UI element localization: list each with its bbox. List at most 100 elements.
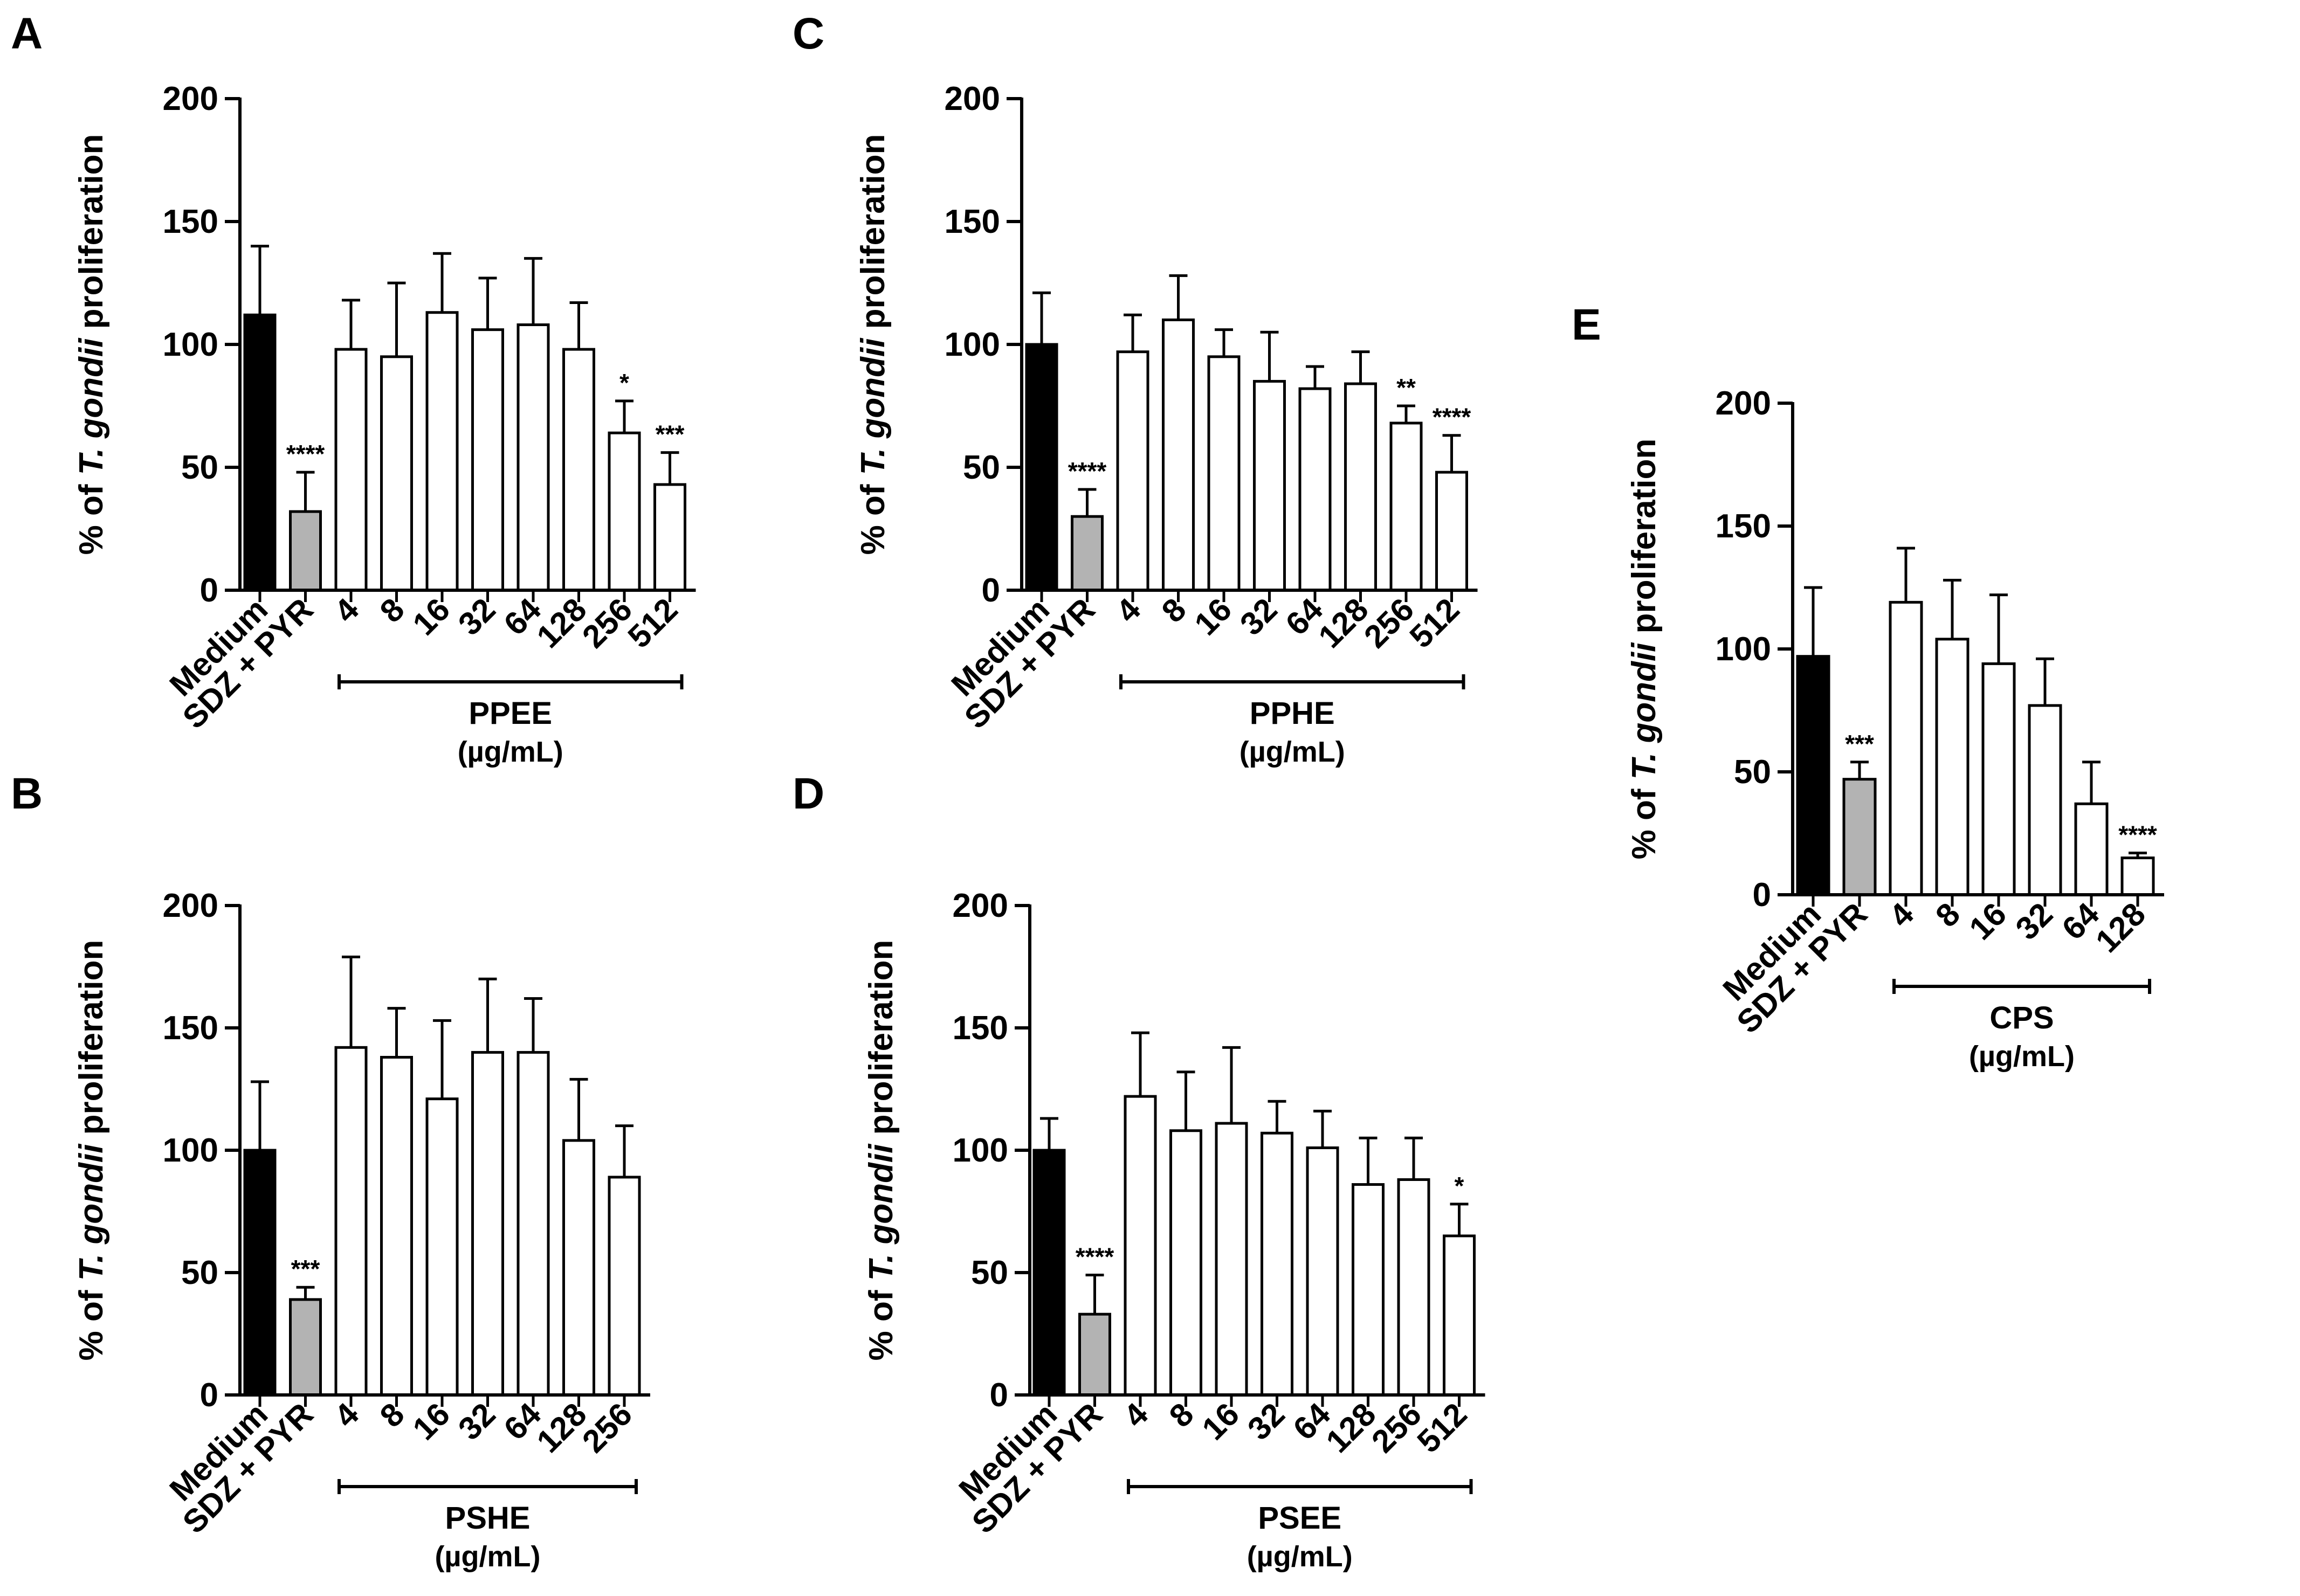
group-label: PSEE <box>1258 1501 1341 1536</box>
y-tick-label: 200 <box>163 80 218 118</box>
bar <box>1796 655 1830 896</box>
panel-letter: A <box>11 9 43 58</box>
significance-label: * <box>619 369 629 397</box>
x-category-label: 32 <box>1241 1396 1292 1447</box>
x-category-label: 8 <box>373 1396 411 1434</box>
y-tick-label: 50 <box>963 449 1000 486</box>
x-category-label: 16 <box>406 1396 457 1447</box>
panel-e: E 0 50 100 150 200 % of T. gondii proliferatio… <box>1572 300 2164 1073</box>
x-category-label: 16 <box>1962 896 2014 947</box>
bar <box>2074 802 2109 896</box>
bar <box>1253 379 1286 592</box>
y-axis-title: % of T. gondii proliferation <box>863 940 900 1361</box>
panel-c: C 0 50 100 150 200 % of T. gondii proliferatio… <box>793 9 1478 768</box>
bar <box>1443 1234 1476 1397</box>
bar <box>1124 1095 1157 1397</box>
y-tick-label: 0 <box>200 572 218 609</box>
y-tick-label: 50 <box>971 1254 1008 1291</box>
panel-d: D 0 50 100 150 200 % of T. gondii proliferatio… <box>793 769 1485 1573</box>
panel-a: A 0 50 100 150 200 % of T. gondii proliferatio… <box>11 9 696 768</box>
x-category-label: 8 <box>1929 896 1967 934</box>
y-tick-label: 100 <box>163 1132 218 1169</box>
bar <box>1889 600 1923 896</box>
bar <box>334 348 368 592</box>
y-tick-label: 200 <box>1716 385 1771 422</box>
unit-label: (µg/mL) <box>435 1540 540 1573</box>
bar <box>1306 1146 1339 1397</box>
group-label: PSHE <box>445 1501 531 1536</box>
y-tick-label: 150 <box>163 203 218 240</box>
significance-label: **** <box>1068 457 1107 485</box>
bar <box>517 323 550 592</box>
bar <box>2028 704 2062 896</box>
x-category-label: 4 <box>327 591 366 629</box>
bar <box>517 1051 550 1397</box>
bar <box>1435 471 1468 592</box>
bar <box>380 355 413 592</box>
bar <box>289 510 322 592</box>
bar <box>243 1149 277 1397</box>
panel-letter: B <box>11 769 43 818</box>
bar <box>471 1051 504 1397</box>
bar <box>380 1055 413 1397</box>
bar <box>243 313 277 592</box>
panel-b: B 0 50 100 150 200 % of T. gondii proliferatio… <box>11 769 650 1573</box>
bar <box>425 1097 459 1397</box>
x-category-label: 128 <box>2089 896 2152 959</box>
y-tick-label: 150 <box>953 1010 1008 1047</box>
unit-label: (µg/mL) <box>1247 1540 1353 1573</box>
x-category-label: 16 <box>1188 591 1239 642</box>
y-tick-label: 50 <box>181 1254 218 1291</box>
bar <box>1298 387 1332 592</box>
bar <box>1032 1149 1066 1397</box>
significance-label: **** <box>286 440 325 468</box>
unit-label: (µg/mL) <box>1239 736 1345 768</box>
x-category-label: 4 <box>1882 895 1920 934</box>
x-category-label: 16 <box>406 591 457 642</box>
bar <box>1207 355 1241 592</box>
group-label: CPS <box>1989 1000 2054 1035</box>
y-tick-label: 150 <box>163 1010 218 1047</box>
x-category-label: 32 <box>451 1396 502 1447</box>
bar <box>1397 1178 1430 1397</box>
y-tick-label: 200 <box>953 887 1008 924</box>
bar <box>1261 1131 1293 1397</box>
x-category-label: 32 <box>451 591 502 642</box>
x-category-label: 16 <box>1195 1396 1247 1447</box>
y-axis-title: % of T. gondii proliferation <box>73 134 110 555</box>
bar <box>289 1298 322 1397</box>
bar <box>425 311 459 592</box>
bar <box>471 328 504 592</box>
x-category-label: 32 <box>1233 591 1284 642</box>
y-tick-label: 50 <box>181 449 218 486</box>
bar <box>562 348 595 592</box>
significance-label: **** <box>2118 820 2157 848</box>
bar <box>1169 1129 1202 1397</box>
x-category-label: 4 <box>327 1395 366 1434</box>
unit-label: (µg/mL) <box>1969 1040 2075 1073</box>
bar <box>1215 1122 1248 1397</box>
bar <box>1981 662 2016 896</box>
y-tick-label: 0 <box>1753 876 1771 914</box>
x-category-label: 8 <box>1155 591 1193 630</box>
x-category-label: 256 <box>575 1396 639 1460</box>
x-category-label: 512 <box>1403 591 1466 655</box>
significance-label: ** <box>1396 374 1416 402</box>
y-tick-label: 200 <box>163 887 218 924</box>
y-tick-label: 0 <box>990 1377 1008 1414</box>
bar <box>1116 350 1149 592</box>
y-tick-label: 100 <box>945 326 1000 363</box>
x-category-label: 32 <box>2009 896 2060 947</box>
y-tick-label: 150 <box>945 203 1000 240</box>
significance-label: *** <box>1845 730 1874 758</box>
bar <box>1344 382 1377 592</box>
bar <box>1025 343 1058 592</box>
bar <box>1162 318 1195 592</box>
bar <box>334 1046 368 1397</box>
panel-letter: E <box>1572 300 1601 349</box>
bar <box>562 1139 595 1397</box>
y-tick-label: 0 <box>200 1377 218 1414</box>
significance-label: *** <box>656 420 685 448</box>
bar <box>1078 1312 1111 1397</box>
group-label: PPEE <box>469 696 552 731</box>
